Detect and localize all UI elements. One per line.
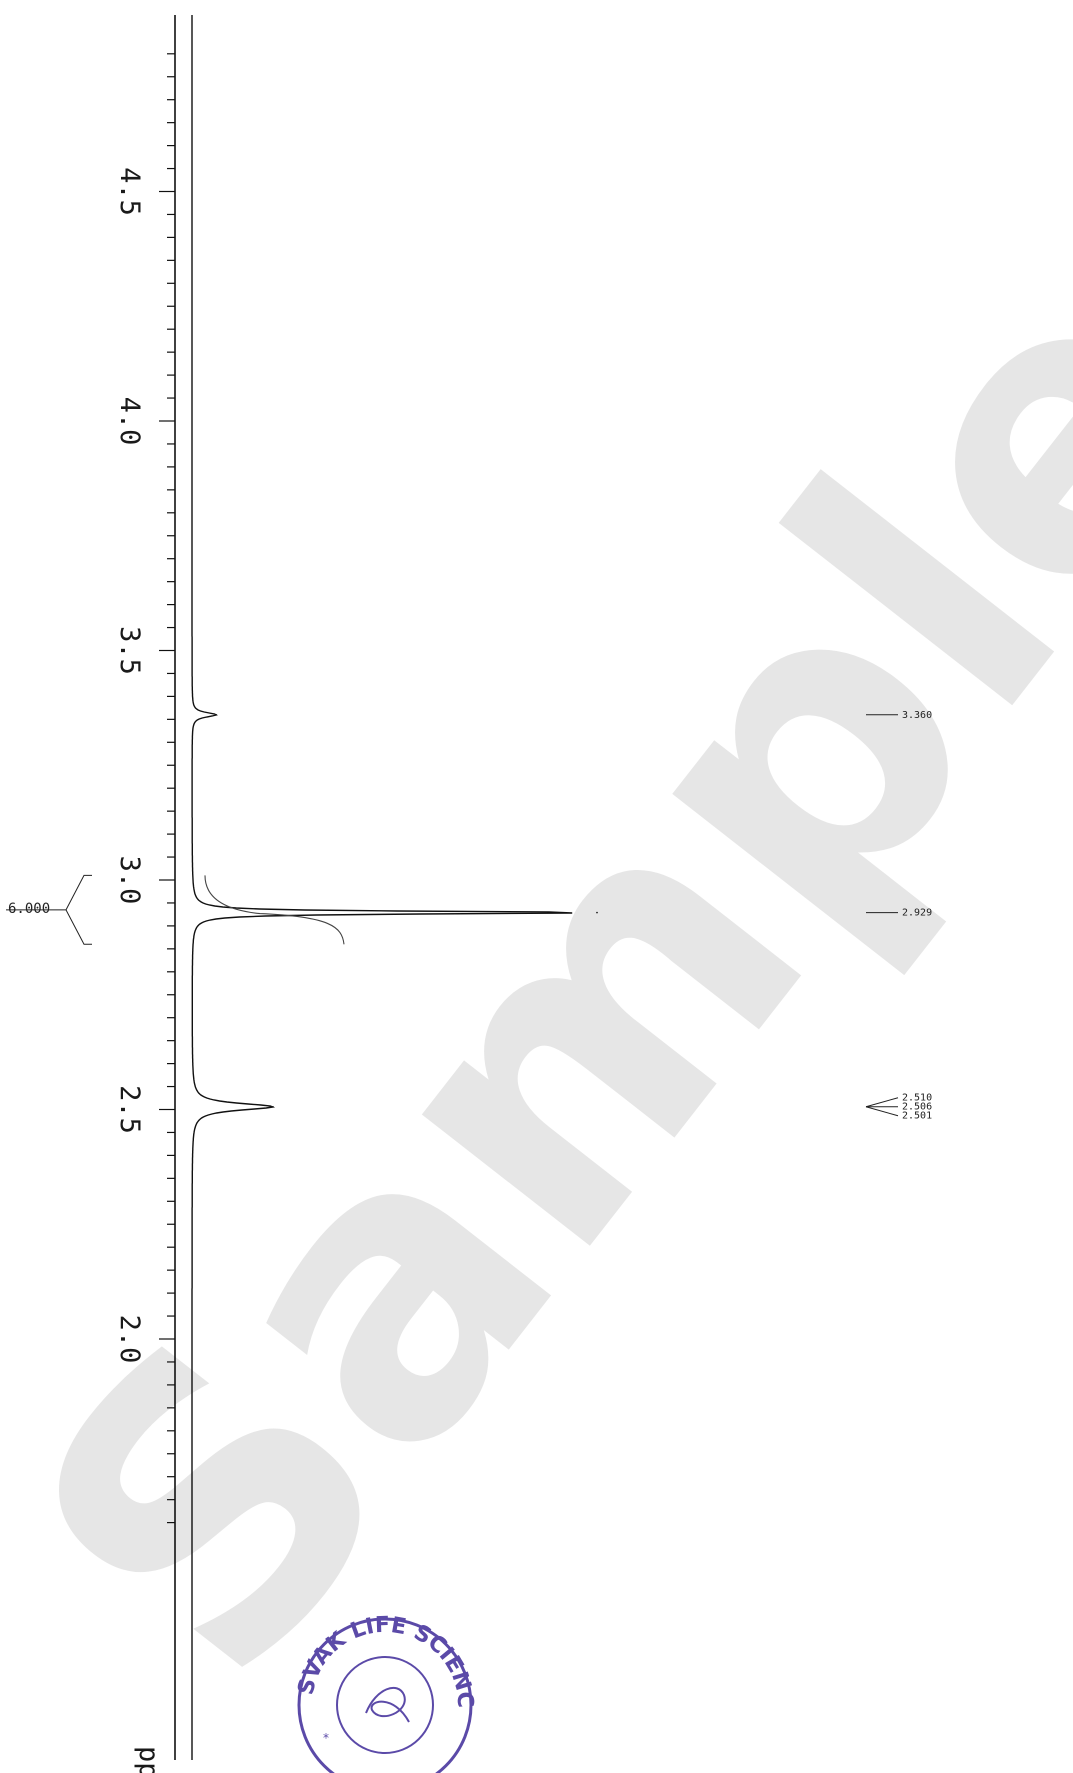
stamp-inner-ring xyxy=(336,1656,434,1754)
peak-label: 2.510 xyxy=(902,1093,932,1104)
stamp-outer-ring xyxy=(297,1617,473,1773)
integral-bracket xyxy=(65,874,92,945)
tick-label: 3.5 xyxy=(114,626,145,675)
tick-label: 4.5 xyxy=(114,167,145,216)
tick-label: 2.0 xyxy=(114,1315,145,1364)
integral-curve xyxy=(204,875,345,945)
peak-label: 2.501 xyxy=(902,1111,932,1122)
spectrum-line xyxy=(191,15,573,1760)
integral-value: 6.000 xyxy=(8,901,50,917)
peak-point-0 xyxy=(215,713,218,716)
peak-label: 2.929 xyxy=(902,908,932,919)
integral-region: 6.000 xyxy=(6,874,345,945)
tick-label: 4.0 xyxy=(114,397,145,446)
stamp-signature-mark xyxy=(365,1686,410,1723)
axis-unit-label: ppm xyxy=(133,1746,164,1773)
spectrum-trace xyxy=(191,15,598,1760)
peak-leader-line xyxy=(865,1106,899,1117)
tick-label: 3.0 xyxy=(114,856,145,905)
peak-label: 2.506 xyxy=(902,1102,932,1113)
peak-leader-line xyxy=(865,1097,899,1108)
stamp-star: * xyxy=(323,1731,329,1745)
axis-ticks: 4.5 4.0 3.5 3.0 2.5 2.0 xyxy=(114,53,175,1524)
peak-label: 3.360 xyxy=(902,710,932,721)
tick-label: 2.5 xyxy=(114,1085,145,1134)
peak-point-2 xyxy=(272,1105,274,1108)
peak-point-1 xyxy=(596,911,598,914)
